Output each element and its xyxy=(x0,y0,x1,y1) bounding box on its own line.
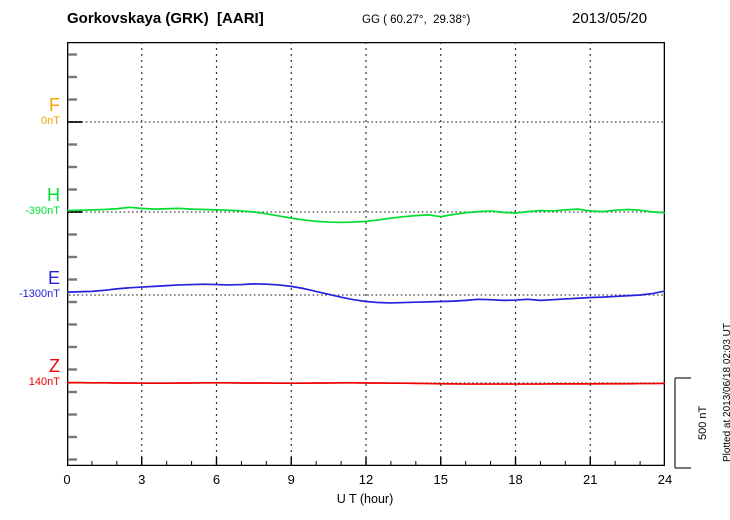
xaxis-tick-label: 9 xyxy=(287,472,295,487)
scale-bar-label: 500 nT xyxy=(697,405,709,440)
component-letter-f: F xyxy=(49,95,60,115)
magnetogram-plot xyxy=(67,42,665,466)
xaxis-tick-label: 12 xyxy=(358,472,374,487)
xaxis-tick-label: 0 xyxy=(63,472,71,487)
component-baseline-value-e: -1300nT xyxy=(19,288,60,300)
component-baseline-value-h: -390nT xyxy=(25,205,60,217)
component-letter-h: H xyxy=(47,185,60,205)
component-label-e: E -1300nT xyxy=(0,269,60,300)
xaxis-tick-label: 24 xyxy=(657,472,673,487)
component-label-z: Z 140nT xyxy=(0,357,60,388)
xaxis-tick-label: 15 xyxy=(433,472,448,487)
component-label-f: F 0nT xyxy=(0,96,60,127)
trace-Z xyxy=(67,381,665,385)
xaxis-tick-label: 3 xyxy=(138,472,146,487)
component-baseline-value-f: 0nT xyxy=(41,115,60,127)
plotted-timestamp: Plotted at 2013/06/18 02:03 UT xyxy=(722,323,730,462)
xaxis-tick-label: 6 xyxy=(212,472,221,487)
geographic-coordinates: GG ( 60.27°, 29.38°) xyxy=(362,14,471,26)
trace-E xyxy=(67,282,665,304)
plot-svg xyxy=(67,42,665,466)
xaxis-tick-label: 21 xyxy=(583,472,598,487)
scale-bar xyxy=(674,377,691,469)
observation-date: 2013/05/20 xyxy=(572,10,648,27)
component-letter-e: E xyxy=(47,268,60,288)
page-title: Gorkovskaya (GRK) [AARI] xyxy=(67,10,264,27)
component-letter-z: Z xyxy=(49,356,60,376)
component-label-h: H -390nT xyxy=(0,186,60,217)
xaxis-title: U T (hour) xyxy=(336,492,394,506)
component-baseline-value-z: 140nT xyxy=(28,376,60,388)
xaxis-tick-label: 18 xyxy=(508,472,523,487)
trace-H xyxy=(67,206,665,224)
